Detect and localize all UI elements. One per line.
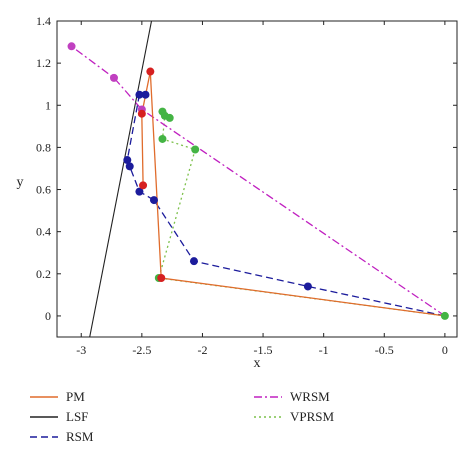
tick-layer: -3 -2.5 -2 -1.5 -1 -0.5 0 0 0.2 0.4 0.6 0.8 1 1.2 1.4	[36, 14, 457, 357]
plot-area	[56, 20, 458, 338]
data-point-vprsm	[440, 311, 449, 320]
series-line-lsf	[89, 21, 153, 337]
y-axis-label: y	[17, 175, 24, 190]
y-tick-label: 0	[45, 309, 51, 323]
data-point-vprsm	[165, 113, 174, 122]
data-point-pm	[157, 274, 166, 283]
y-tick-label: 1.2	[36, 56, 51, 70]
data-point-vprsm	[158, 107, 167, 116]
data-point-wrsm	[67, 42, 76, 51]
data-point-pm	[139, 181, 148, 190]
legend-label-wrsm: WRSM	[290, 389, 330, 404]
data-point-rsm	[125, 162, 134, 171]
y-tick-label: 0.2	[36, 267, 51, 281]
data-point-wrsm	[109, 73, 118, 82]
x-tick-label: -2	[197, 343, 207, 357]
x-tick-label: -0.5	[375, 343, 394, 357]
y-tick-label: 0.4	[36, 225, 51, 239]
marker-layer	[67, 42, 449, 320]
data-point-rsm	[141, 90, 150, 99]
y-tick-label: 1	[45, 98, 51, 112]
data-point-vprsm	[158, 134, 167, 143]
series-line-wrsm	[71, 45, 446, 317]
data-point-rsm	[303, 282, 312, 291]
data-point-rsm	[149, 196, 158, 205]
data-point-rsm	[189, 257, 198, 266]
legend-label-rsm: RSM	[66, 429, 94, 444]
legend: PM LSF RSM WRSM VPRSM	[30, 389, 335, 444]
legend-label-vprsm: VPRSM	[290, 409, 335, 424]
x-tick-label: -2.5	[132, 343, 151, 357]
data-point-vprsm	[191, 145, 200, 154]
data-point-rsm	[123, 156, 132, 165]
x-tick-label: 0	[442, 343, 448, 357]
data-point-rsm	[135, 90, 144, 99]
data-point-rsm	[135, 187, 144, 196]
x-tick-label: -1	[319, 343, 329, 357]
y-tick-label: 0.6	[36, 183, 51, 197]
x-tick-label: -1.5	[254, 343, 273, 357]
legend-label-pm: PM	[66, 389, 85, 404]
y-tick-label: 0.8	[36, 140, 51, 154]
x-axis-label: x	[254, 356, 261, 371]
legend-label-lsf: LSF	[66, 409, 88, 424]
y-tick-label: 1.4	[36, 14, 51, 28]
data-point-pm	[146, 67, 155, 76]
x-tick-label: -3	[76, 343, 86, 357]
data-point-pm	[137, 109, 146, 118]
